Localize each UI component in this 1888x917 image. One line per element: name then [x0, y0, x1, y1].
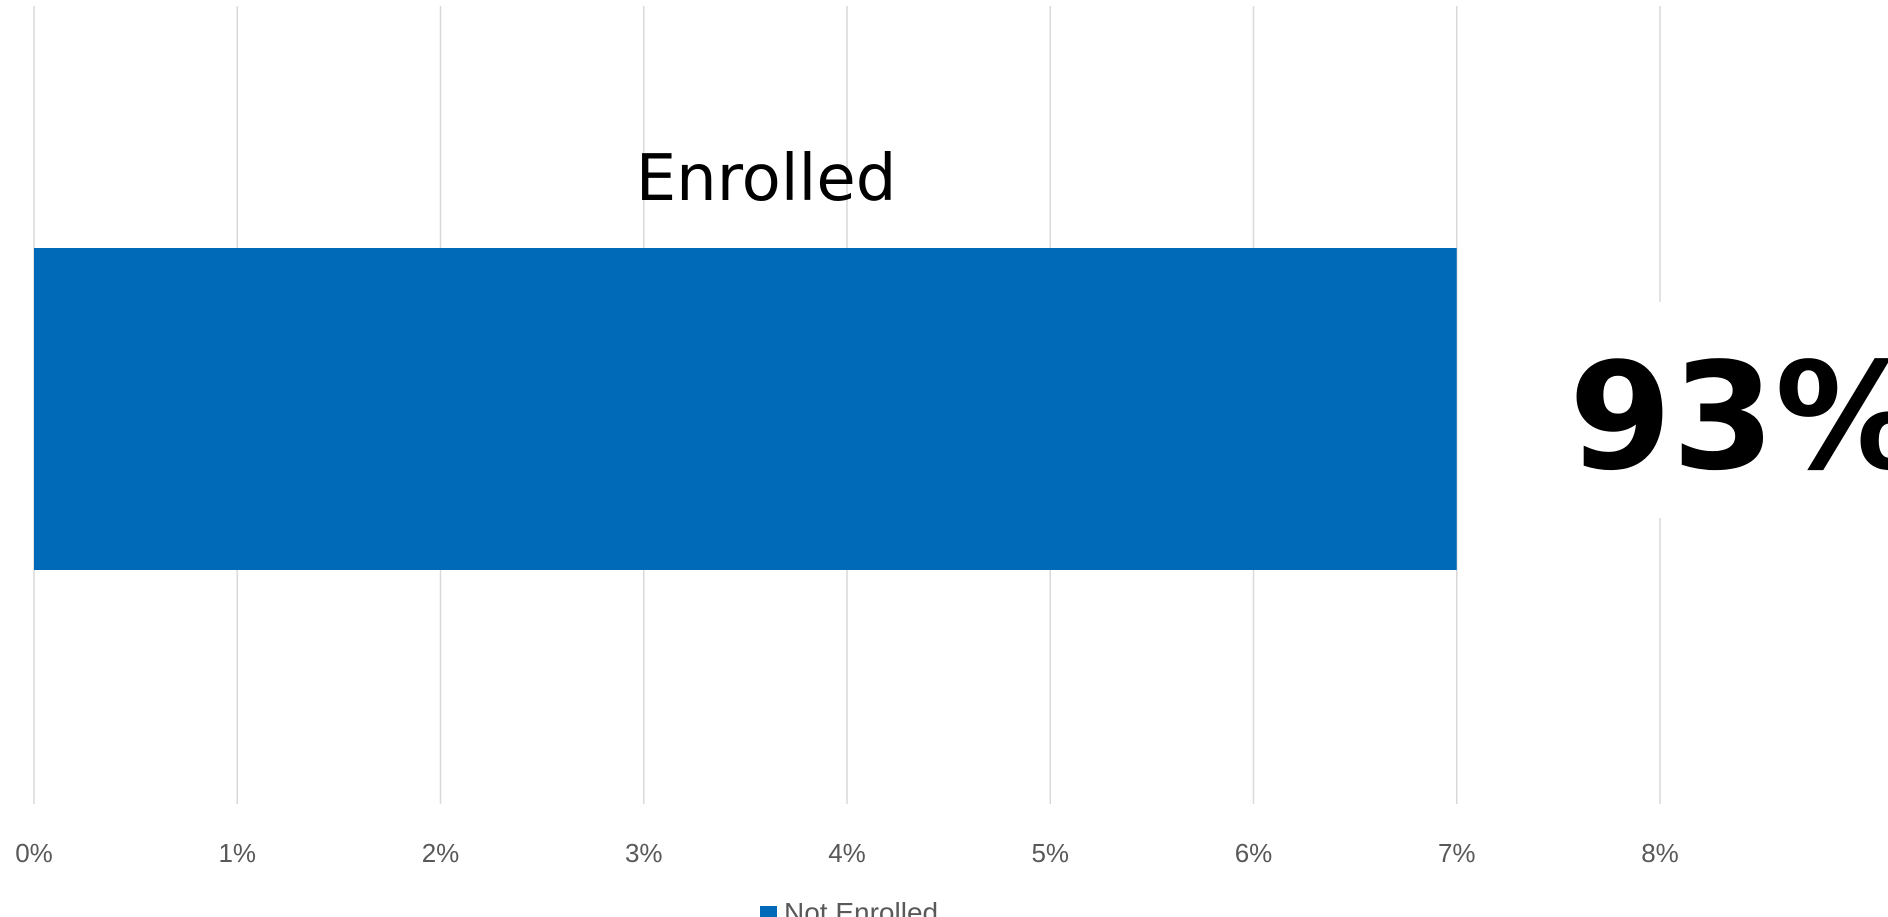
x-tick-label: 4% [828, 838, 866, 868]
x-tick-label: 2% [422, 838, 460, 868]
annotation-background [1600, 302, 1888, 518]
x-tick-label: 3% [625, 838, 663, 868]
x-tick-label: 5% [1031, 838, 1069, 868]
bars [34, 248, 1457, 570]
x-tick-label: 6% [1235, 838, 1273, 868]
bar [34, 248, 1457, 570]
annotation-value: 93% [1569, 331, 1888, 503]
x-axis-tick-labels: 0% 1% 2% 3% 4% 5% 6% 7% 8% [15, 838, 1679, 868]
x-tick-label: 8% [1641, 838, 1679, 868]
x-tick-label: 1% [218, 838, 256, 868]
legend: Not Enrolled [760, 897, 938, 917]
legend-label: Not Enrolled [784, 897, 938, 917]
x-tick-label: 7% [1438, 838, 1476, 868]
category-label: Enrolled [636, 142, 897, 216]
x-tick-label: 0% [15, 838, 53, 868]
legend-swatch [760, 906, 777, 917]
